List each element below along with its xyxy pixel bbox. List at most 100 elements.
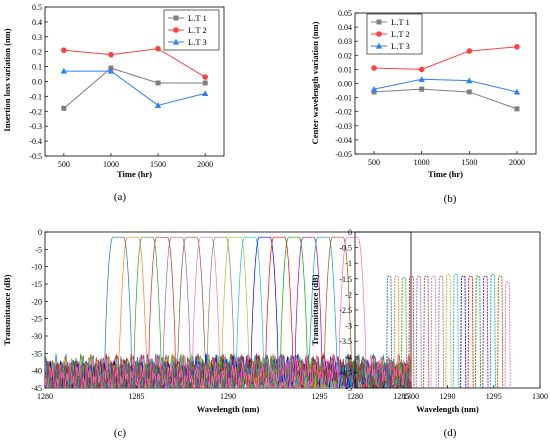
x-tick-label: 1295 [312,392,328,401]
data-point [154,102,162,108]
x-tick-label: 1285 [393,392,409,401]
data-point [61,105,67,111]
y-tick-label: -0.05 [335,150,352,159]
x-tick-label: 1280 [37,392,53,401]
y-axis-label: Center wavelength variation (nm) [310,21,320,144]
x-tick-label: 1285 [129,392,145,401]
x-tick-label: 1300 [532,392,548,401]
channel-passband [400,276,408,389]
data-point [108,51,114,58]
data-point [173,27,179,33]
legend-label: L.T 1 [391,17,410,27]
y-tick-label: 0.01 [338,65,352,74]
x-tick-label: 500 [368,158,380,167]
y-tick-label: 0.03 [338,37,352,46]
y-tick-label: -25 [31,315,42,324]
x-axis-label: Wavelength (nm) [416,404,479,414]
x-tick-label: 1500 [461,158,477,167]
y-tick-label: 0.05 [338,9,352,18]
data-point [107,67,115,74]
channel-passband [482,275,489,389]
y-tick-label: -15 [31,280,42,289]
legend-label: L.T 3 [391,41,410,51]
series-line [63,70,206,106]
channel-passband [504,281,511,389]
y-tick-label: 0 [348,228,352,237]
legend-label: L.T 2 [188,25,207,35]
legend-label: L.T 1 [188,13,207,23]
data-point [201,90,209,97]
legend: L.T 1 L.T 2 L.T 3 [163,9,220,51]
y-tick-label: 0.3 [32,33,42,42]
data-point [375,42,383,49]
channel-spectrum [45,236,411,388]
series-line [374,46,517,70]
x-tick-label: 1290 [440,392,456,401]
data-point [370,85,378,92]
x-axis-label: Time (hr) [428,169,463,179]
y-tick-label: -0.4 [29,137,42,146]
series-line [374,88,518,110]
data-point [173,15,179,21]
panel-b: 0.05 0.04 0.03 0.02 0.01 0.00 -0.01 -0.02 -0.03 -… [310,9,537,205]
y-tick-label: 0.2 [32,48,42,57]
channel-passband [467,275,474,389]
legend-label: L.T 2 [391,29,410,39]
y-tick-label: 0.00 [338,80,352,89]
x-tick-label: 500 [58,160,70,169]
y-tick-label: -0.5 [29,152,42,161]
y-tick-label: 0.04 [338,23,352,32]
y-tick-label: -0.2 [29,107,42,116]
data-point [376,19,382,25]
y-axis-label: Transmittance (dB) [310,274,320,345]
y-tick-label: -0.01 [335,94,352,103]
x-tick-label: 1500 [150,160,166,169]
data-point [155,45,161,52]
y-tick-label: -0.04 [335,136,352,145]
data-point [202,80,208,86]
x-tick-label: 1000 [103,160,119,169]
data-point [466,77,473,84]
data-point [419,86,425,92]
y-axis-label: Transmittance (dB) [2,274,12,345]
data-point [513,88,521,95]
data-point [466,89,472,95]
panel-caption: (a) [114,191,127,203]
data-point [202,74,208,80]
channel-passband [437,275,445,389]
x-tick-label: 1000 [414,158,430,167]
y-tick-label: -4 [345,353,352,362]
y-axis-label: Insertion loss variation (nm) [2,28,12,131]
data-point [371,89,377,95]
x-tick-label: 1295 [486,392,502,401]
data-point [61,47,67,54]
y-tick-label: -0.1 [29,92,42,101]
panel-a: 0.5 0.4 0.3 0.2 0.1 0.0 -0.1 -0.2 -0.3 -0.4 -0.5 50… [2,3,225,203]
x-tick-label: 2000 [197,160,213,169]
channel-passband [408,275,415,389]
y-tick-label: -35 [31,349,42,358]
channel-passband [474,275,482,389]
y-tick-label: -0.03 [335,122,352,131]
series-line [373,78,518,93]
y-tick-label: -0.02 [335,108,352,117]
y-tick-label: -3.5 [339,337,352,346]
y-tick-label: -40 [31,367,42,376]
channel-passband [445,273,452,389]
channel-passband [452,273,459,389]
data-point [514,106,520,112]
x-tick-label: 1300 [403,392,419,401]
x-tick-label: 1280 [347,392,363,401]
y-tick-label: -4.5 [339,368,352,377]
series-line [63,48,206,78]
channel-passband [430,275,437,389]
y-tick-label: 0.1 [32,63,42,72]
x-axis-label: Time (hr) [117,169,152,179]
y-tick-label: -1.5 [339,275,352,284]
y-tick-label: 0 [38,228,42,237]
y-tick-label: -10 [31,263,42,272]
series-line [63,67,206,109]
x-tick-label: 1290 [220,392,236,401]
